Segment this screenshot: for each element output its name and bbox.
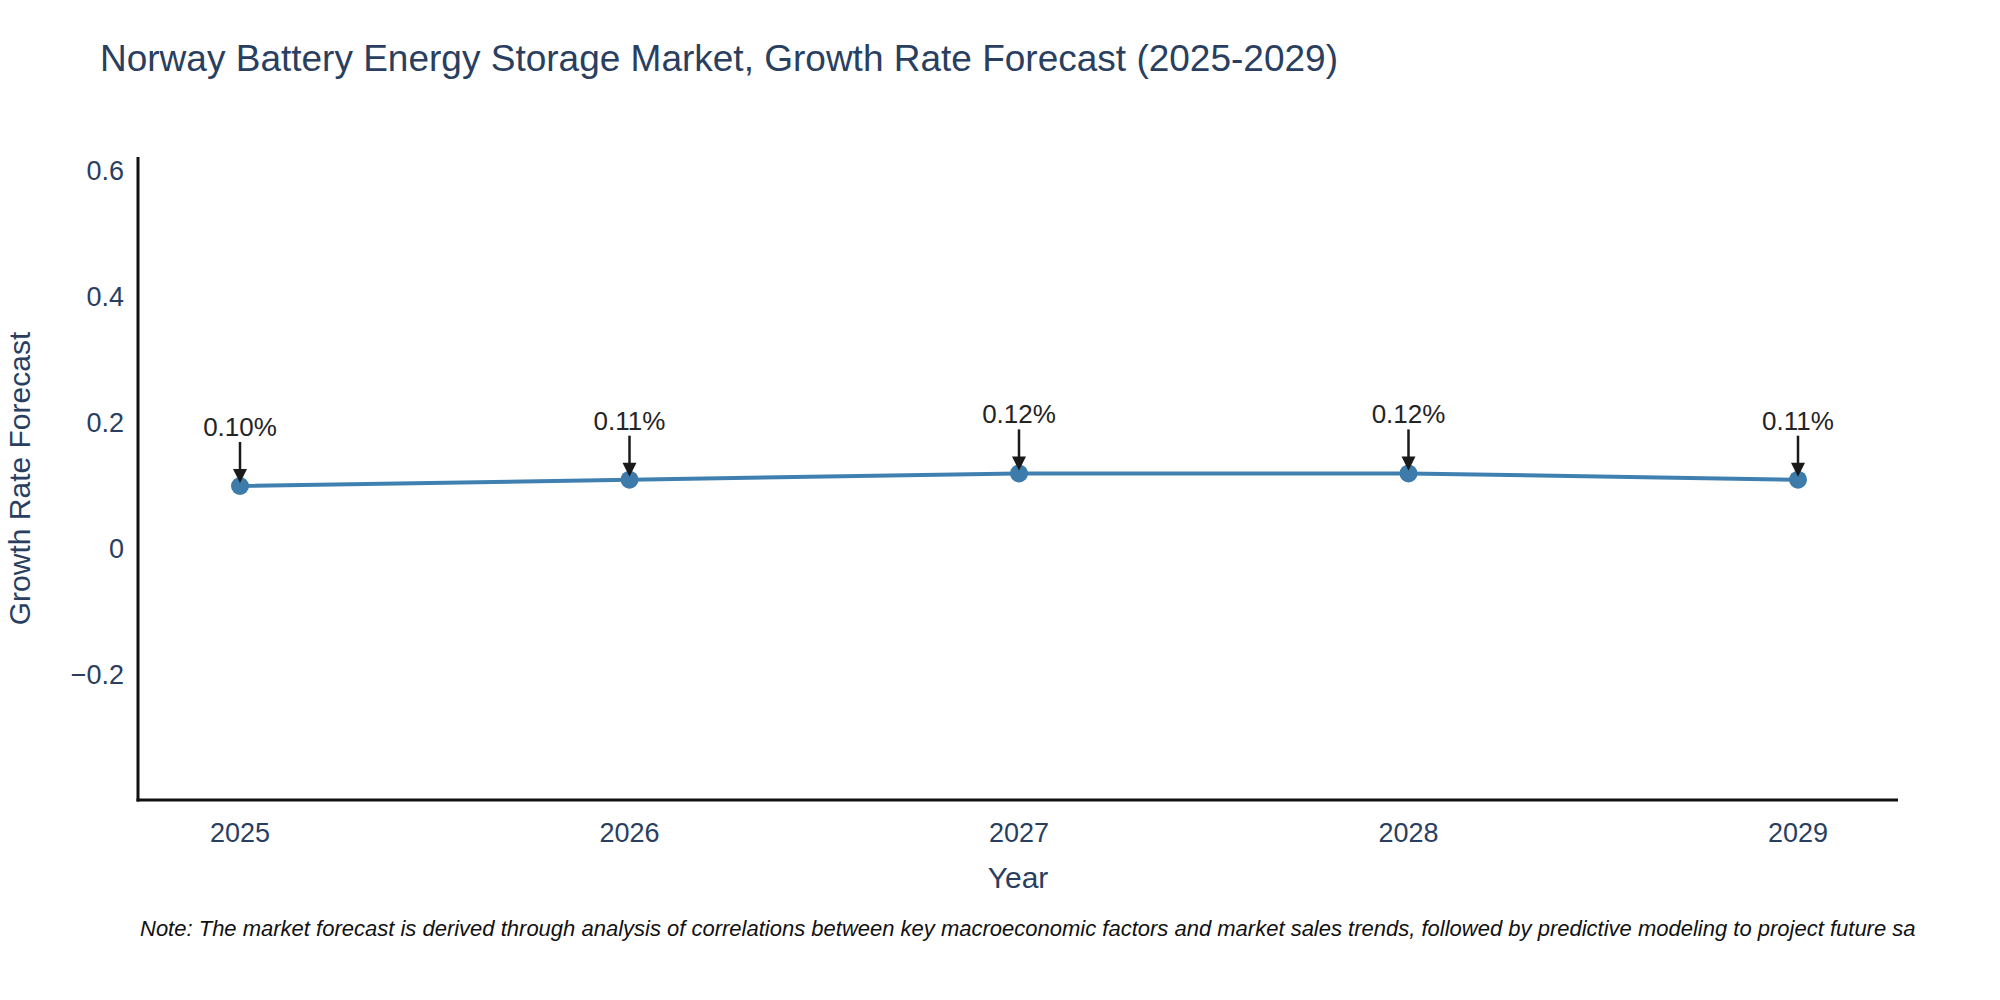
footnote: Note: The market forecast is derived thr… xyxy=(140,916,2000,942)
x-tick-label: 2026 xyxy=(599,818,659,848)
chart-page: Norway Battery Energy Storage Market, Gr… xyxy=(0,0,2000,1000)
y-tick-label: 0 xyxy=(109,534,124,564)
x-tick-label: 2025 xyxy=(210,818,270,848)
data-point-label: 0.12% xyxy=(1372,399,1446,429)
line-chart-canvas[interactable]: 0.6 0.4 0.2 0 −0.2 2025 2026 2027 2028 2029 Year Gr… xyxy=(0,0,2000,1000)
y-axis-title: Growth Rate Forecast xyxy=(3,331,36,625)
x-axis-title: Year xyxy=(988,861,1049,894)
x-tick-label: 2028 xyxy=(1378,818,1438,848)
data-point-label: 0.11% xyxy=(594,406,666,436)
y-tick-label: 0.4 xyxy=(86,282,124,312)
data-point-label: 0.12% xyxy=(982,399,1056,429)
x-tick-label: 2027 xyxy=(989,818,1049,848)
y-tick-label: 0.6 xyxy=(86,156,124,186)
x-tick-label: 2029 xyxy=(1768,818,1828,848)
data-point-label: 0.10% xyxy=(203,412,277,442)
data-point-label: 0.11% xyxy=(1762,406,1834,436)
y-tick-label: 0.2 xyxy=(86,408,124,438)
y-tick-label: −0.2 xyxy=(71,660,124,690)
